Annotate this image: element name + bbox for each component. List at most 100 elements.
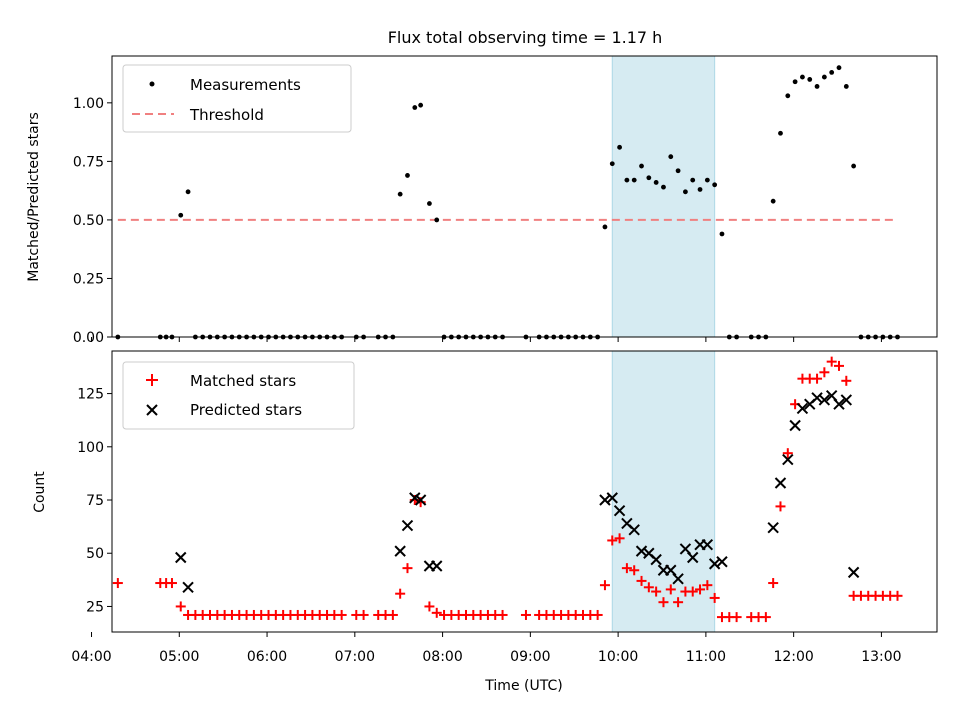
x-tick-label: 13:00 [861,649,901,665]
predicted-stars-point [818,394,831,406]
matched-stars-point [387,609,398,620]
matched-stars-point [175,601,186,612]
predicted-stars-point [774,477,787,489]
x-tick-label: 05:00 [159,649,199,665]
predicted-stars-point [175,551,187,564]
bottom-highlight-span-group [611,351,716,632]
measurement-point [683,189,688,195]
legend-measurements-label: Measurements [190,76,301,94]
matched-stars-point [395,588,406,599]
predicted-stars-point [613,504,626,517]
predicted-stars-point [401,519,414,532]
matched-stars-point [643,582,654,593]
bottom-y-tick-label: 50 [86,546,104,562]
x-tick-label: 06:00 [247,649,287,665]
bottom-axes-frame [111,350,938,633]
measurement-point [639,163,644,169]
matched-stars-point [709,592,720,603]
predicted-stars-point [716,556,728,568]
matched-stars-point [841,375,852,386]
measurement-point [653,180,659,185]
bottom-y-tick-label: 25 [86,599,104,615]
matched-stars-point [431,607,442,618]
measurement-point [427,201,432,206]
predicted-stars-point [767,521,779,534]
measurement-point [712,182,718,188]
measurement-point [778,130,783,136]
measurement-point [412,105,418,110]
x-tick-label: 11:00 [686,649,726,665]
predicted-stars-point [796,402,809,415]
bottom-legend: Matched stars Predicted stars [122,361,355,430]
predicted-stars-point [847,566,860,579]
measurement-point [792,79,798,85]
matched-stars-point [592,609,603,620]
top-legend: Measurements Threshold [122,64,352,133]
predicted-stars-point [811,392,823,404]
matched-stars-point [336,609,347,620]
predicted-stars-point [701,539,714,551]
measurement-point [617,144,622,150]
measurement-point [719,231,725,237]
x-tick-label: 04:00 [71,649,111,665]
predicted-stars-point [414,494,427,506]
measurement-point [785,93,791,99]
measurement-point [418,102,424,108]
matched-stars-point [768,578,779,589]
measurement-point [631,177,637,183]
legend-threshold-label: Threshold [189,106,264,124]
x-tick-label: 10:00 [598,649,638,665]
matched-stars-point [826,356,837,367]
top-y-tick-label: 0.25 [73,271,104,287]
matched-stars-point [636,575,647,586]
predicted-stars-point [782,453,794,466]
matched-stars-point [599,580,610,591]
predicted-stars-point [833,398,845,410]
measurement-point [770,198,776,204]
measurement-point [814,84,820,89]
legend-matched-label: Matched stars [190,372,296,390]
x-tick-label: 09:00 [510,649,550,665]
measurement-point [851,163,857,169]
matched-stars-point [651,586,662,597]
measurement-point [843,84,849,89]
measurement-point [821,74,827,80]
matched-stars-point [621,563,632,574]
top-y-tick-label: 0.75 [73,154,104,170]
matched-stars-point [497,609,508,620]
measurement-point [434,217,440,223]
top-x-ticks [91,337,882,342]
matched-stars-point [731,612,742,623]
matched-stars-point [358,609,369,620]
matched-stars-point [819,367,830,378]
bottom-axes: 25 50 75 100 125 04:00 05:00 06:00 07:00 08:00 09… [32,350,938,694]
matched-stars-point [607,535,618,546]
predicted-stars-point [650,553,662,566]
measurement-point [624,177,630,183]
matched-stars-point [112,578,123,589]
matched-stars-point [614,533,625,544]
measurement-point [807,77,813,82]
top-axes: 0.00 0.25 0.50 0.75 1.00 Matched/Predicted s… [26,55,938,346]
measurement-point [829,69,835,75]
matched-stars-point [775,501,786,512]
bottom-y-axis-label: Count [32,471,48,513]
matched-stars-point [629,565,640,576]
matched-stars-point [673,597,684,608]
x-tick-label: 07:00 [335,649,375,665]
predicted-stars-point [635,545,648,557]
top-y-tick-label: 0.50 [73,213,104,229]
predicted-stars-point [628,524,640,536]
bottom-y-tick-label: 75 [86,493,104,509]
bottom-y-tick-label: 100 [77,440,104,456]
predicted-stars-point [840,394,853,406]
matched-stars-point [782,448,793,459]
predicted-stars-point [394,545,406,557]
measurement-point [690,177,696,183]
predicted-stars-point [687,551,699,564]
measurement-point [704,177,710,183]
x-tick-label: 12:00 [773,649,813,665]
predicted-stars-point [431,560,443,572]
legend-measurements-marker [149,81,155,87]
